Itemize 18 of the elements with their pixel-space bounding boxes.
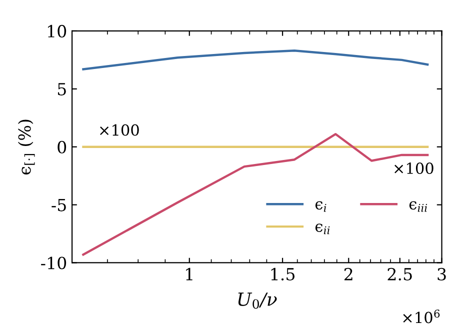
text: ×10$^{6}$	[403, 310, 440, 324]
y-tick-label: -5	[52, 198, 66, 212]
y-tick-label: 10	[48, 24, 66, 38]
y-axis-title: ϵ$_{[·]}$ (%)	[18, 120, 35, 175]
legend-label: ϵ$_{iii}$	[409, 201, 428, 212]
x-tick-label: 1.5	[271, 268, 295, 280]
y-tick-label: 0	[58, 140, 66, 154]
x-tick-label: 2.5	[388, 268, 412, 280]
legend-label: ϵ$_{i}$	[315, 201, 326, 212]
legend-label: ϵ$_{ii}$	[315, 224, 330, 234]
x-tick-label: 1	[186, 268, 192, 280]
x-tick-label: 2	[344, 268, 352, 280]
x-tick-label: 3	[438, 268, 446, 280]
y-tick-label: 5	[58, 83, 66, 96]
annotation: ×100	[100, 124, 139, 136]
annotation: ×100	[394, 162, 434, 174]
y-tick-label: -10	[41, 256, 66, 270]
x-axis-title: U$_{0}$/ν	[238, 292, 277, 309]
